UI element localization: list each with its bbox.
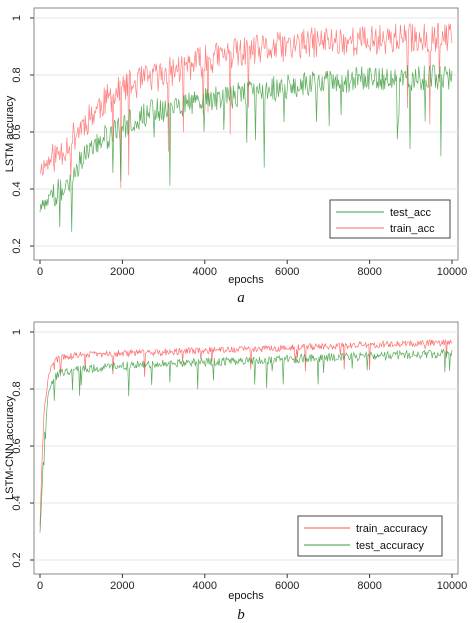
x-tick-label: 10000 — [437, 580, 468, 592]
panel-b-gridlines — [34, 331, 458, 561]
x-tick-label: 10000 — [437, 266, 468, 278]
panel-b-x-axis-label: epochs — [228, 590, 264, 602]
y-tick-label: 1 — [11, 15, 23, 21]
y-tick-label: 0.6 — [11, 438, 23, 453]
panel-b-legend-label-test: test_accuracy — [356, 540, 424, 552]
panel-a: 0.2 0.4 0.6 0.8 1 0 2000 4000 6000 8000 10000 LST… — [4, 7, 467, 306]
panel-a-x-axis-label: epochs — [228, 274, 264, 286]
panel-b-y-ticks: 0.2 0.4 0.6 0.8 1 — [11, 329, 34, 568]
panel-a-legend: test_acc train_acc — [329, 199, 451, 239]
panel-a-y-ticks: 0.2 0.4 0.6 0.8 1 — [11, 15, 34, 254]
x-tick-label: 4000 — [193, 266, 217, 278]
panel-a-caption: a — [237, 290, 245, 306]
panel-a-legend-box — [329, 199, 451, 239]
y-tick-label: 0.4 — [11, 495, 23, 510]
panel-b-x-ticks: 0 2000 4000 6000 8000 10000 — [37, 574, 467, 592]
y-tick-label: 0.4 — [11, 181, 23, 196]
panel-b-y-axis-label: LSTM-CNN accuracy — [4, 396, 16, 500]
x-tick-label: 8000 — [357, 580, 381, 592]
panel-b-series — [39, 338, 453, 533]
y-tick-label: 1 — [11, 329, 23, 335]
panel-b-legend-box — [297, 515, 443, 557]
series-line-test-acc — [39, 64, 453, 232]
panel-b-caption: b — [237, 607, 245, 623]
panel-a-series — [39, 22, 453, 232]
x-tick-label: 2000 — [110, 266, 134, 278]
x-tick-label: 2000 — [110, 580, 134, 592]
x-tick-label: 8000 — [357, 266, 381, 278]
y-tick-label: 0.2 — [11, 238, 23, 253]
series-line-train-accuracy — [39, 338, 453, 527]
panel-b-legend-label-train: train_accuracy — [356, 523, 428, 535]
panel-a-y-axis-label: LSTM accuracy — [4, 95, 16, 172]
series-line-train-acc — [39, 22, 453, 188]
panel-a-legend-label-train: train_acc — [390, 223, 435, 235]
x-tick-label: 0 — [37, 580, 43, 592]
panel-a-legend-label-test: test_acc — [390, 207, 431, 219]
panel-b: 0.2 0.4 0.6 0.8 1 0 2000 4000 6000 8000 10000 LST… — [4, 321, 467, 623]
x-tick-label: 4000 — [193, 580, 217, 592]
series-line-test-accuracy — [39, 348, 453, 533]
x-tick-label: 6000 — [275, 580, 299, 592]
x-tick-label: 6000 — [275, 266, 299, 278]
y-tick-label: 0.6 — [11, 124, 23, 139]
panel-a-x-ticks: 0 2000 4000 6000 8000 10000 — [37, 260, 467, 278]
panel-b-legend: train_accuracy test_accuracy — [297, 515, 443, 557]
y-tick-label: 0.2 — [11, 552, 23, 567]
y-tick-label: 0.8 — [11, 381, 23, 396]
y-tick-label: 0.8 — [11, 67, 23, 82]
x-tick-label: 0 — [37, 266, 43, 278]
